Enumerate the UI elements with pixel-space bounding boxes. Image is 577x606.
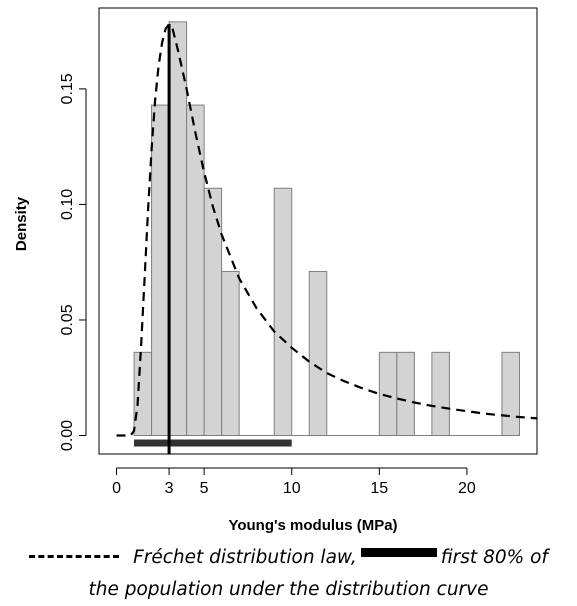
histogram-bar (133, 351, 153, 437)
histogram-bar (431, 351, 450, 437)
frechet-curve-line (116, 22, 538, 437)
legend-range-label: first 80% of (440, 547, 548, 568)
y-tick-label: 0.00 (59, 420, 76, 451)
histogram-chart: 0 3 5 10 15 20 0.00 0.05 0.10 0.15 Young's modul… (13, 7, 538, 534)
histogram-bar (378, 351, 398, 437)
histogram-bar (168, 21, 188, 437)
x-tick-label: 20 (458, 480, 476, 497)
x-tick-label: 15 (370, 480, 388, 497)
x-tick-label: 0 (112, 480, 121, 497)
legend-curve-label: Fréchet distribution law, (133, 547, 357, 568)
histogram-bar (273, 187, 293, 437)
x-tick-label: 3 (165, 480, 174, 497)
legend-range-label-continued: the population under the distribution cu… (88, 579, 489, 600)
dashed-line-legend-icon (29, 554, 120, 558)
y-tick-label: 0.15 (59, 73, 76, 104)
histogram-bar (151, 104, 170, 437)
population-80pct-bar (134, 439, 292, 447)
y-tick-label: 0.05 (59, 304, 76, 335)
histogram-bar (501, 351, 520, 437)
histogram-bar (221, 270, 240, 437)
range-bar-legend-icon (360, 547, 437, 557)
histogram-bar (186, 104, 205, 437)
histogram-bar (308, 270, 328, 437)
legend-caption-line-1: Fréchet distribution law, first 80% of (0, 547, 577, 568)
histogram-bar (396, 351, 415, 437)
x-axis-title: Young's modulus (MPa) (228, 517, 397, 534)
x-tick-label: 5 (200, 480, 209, 497)
plot-frame (98, 7, 538, 455)
y-tick-label: 0.10 (59, 189, 76, 220)
legend-caption-line-2: the population under the distribution cu… (0, 579, 577, 600)
x-tick-label: 10 (283, 480, 301, 497)
y-axis-title: Density (13, 196, 30, 251)
